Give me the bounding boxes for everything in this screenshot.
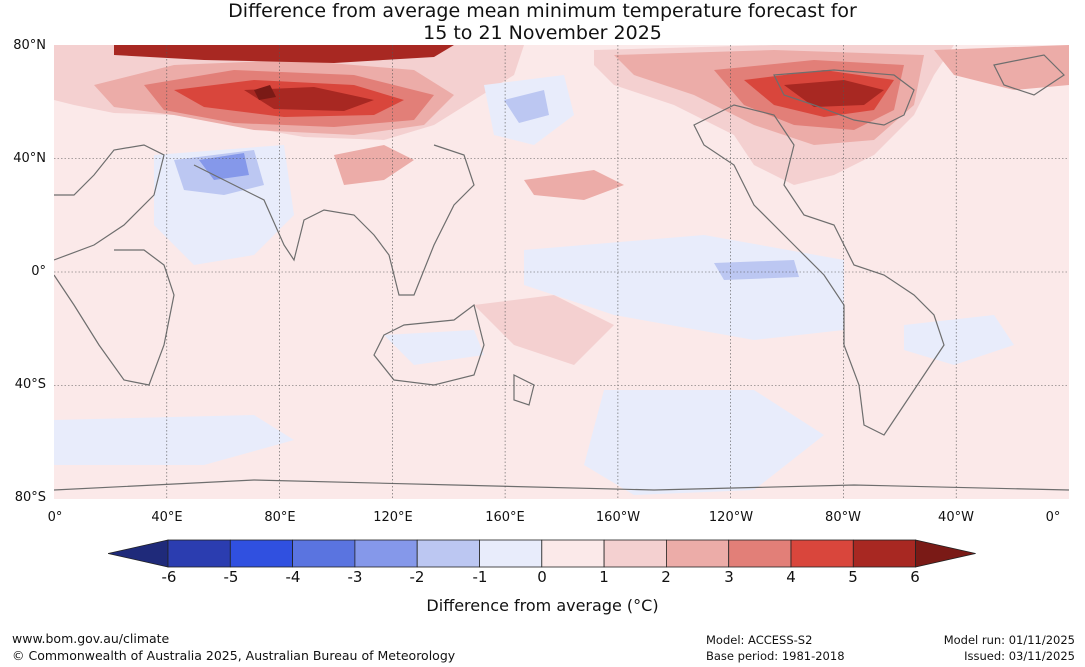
colorbar-segment bbox=[541, 539, 605, 568]
anomaly-region bbox=[384, 330, 484, 365]
anomaly-region bbox=[54, 415, 294, 465]
coastline bbox=[773, 69, 915, 126]
footer-url[interactable]: www.bom.gov.au/climate bbox=[12, 631, 170, 646]
lon-label-160e: 160°E bbox=[485, 510, 525, 525]
lon-label-120e: 120°E bbox=[373, 510, 413, 525]
lon-label-40w: 40°W bbox=[938, 510, 974, 525]
anomaly-region bbox=[334, 145, 414, 185]
map-graphic bbox=[54, 45, 1069, 499]
coastline bbox=[993, 54, 1065, 96]
lon-label-0-right: 0° bbox=[1045, 510, 1061, 525]
colorbar-tick: 4 bbox=[786, 568, 796, 586]
colorbar-segment bbox=[728, 539, 792, 568]
lat-label-40n: 40°N bbox=[13, 151, 46, 166]
colorbar-segment bbox=[167, 539, 231, 568]
footer-base-period: Base period: 1981-2018 bbox=[706, 649, 845, 663]
chart-title-line2: 15 to 21 November 2025 bbox=[423, 22, 662, 44]
colorbar-segment bbox=[416, 539, 480, 568]
lat-label-80n: 80°N bbox=[13, 38, 46, 53]
anomaly-region bbox=[784, 80, 884, 107]
colorbar-segment bbox=[852, 539, 916, 568]
coastline bbox=[373, 303, 485, 386]
anomaly-region bbox=[474, 295, 614, 365]
cool-anomaly-regions bbox=[54, 75, 1014, 495]
anomaly-region bbox=[504, 90, 549, 123]
lon-label-0: 0° bbox=[47, 510, 63, 525]
lon-label-160w: 160°W bbox=[595, 510, 641, 525]
colorbar-tick: -1 bbox=[472, 568, 488, 586]
lat-label-80s: 80°S bbox=[14, 490, 46, 505]
footer-issued: Issued: 03/11/2025 bbox=[964, 649, 1075, 663]
graticule bbox=[54, 45, 1069, 499]
coastline bbox=[54, 479, 1069, 491]
colorbar-segment bbox=[292, 539, 356, 568]
colorbar-tick: 6 bbox=[910, 568, 920, 586]
lon-label-120w: 120°W bbox=[708, 510, 754, 525]
anomaly-region bbox=[714, 260, 799, 280]
anomaly-region bbox=[584, 390, 824, 495]
colorbar-tick: -2 bbox=[409, 568, 425, 586]
colorbar-segment bbox=[479, 539, 543, 568]
anomaly-region bbox=[254, 85, 276, 100]
colorbar-tick: -3 bbox=[347, 568, 363, 586]
coastline bbox=[54, 249, 175, 386]
lon-label-80e: 80°E bbox=[264, 510, 296, 525]
colorbar-segment bbox=[354, 539, 418, 568]
colorbar-tick: 3 bbox=[724, 568, 734, 586]
colorbar-extension-high bbox=[915, 539, 976, 568]
colorbar-tick: -6 bbox=[161, 568, 177, 586]
colorbar-tick: -4 bbox=[285, 568, 301, 586]
colorbar-tick: 0 bbox=[537, 568, 547, 586]
coastline bbox=[193, 144, 475, 296]
footer-model: Model: ACCESS-S2 bbox=[706, 633, 813, 647]
anomaly-region bbox=[934, 45, 1069, 90]
temperature-anomaly-map bbox=[54, 45, 1069, 499]
colorbar-tick: -5 bbox=[223, 568, 239, 586]
coastline bbox=[54, 144, 165, 261]
colorbar-title: Difference from average (°C) bbox=[426, 596, 659, 615]
anomaly-region bbox=[114, 45, 454, 63]
colorbar-segment bbox=[229, 539, 294, 568]
colorbar bbox=[108, 539, 976, 568]
lat-label-0: 0° bbox=[31, 264, 46, 279]
footer-copyright: © Commonwealth of Australia 2025, Austra… bbox=[12, 648, 456, 663]
lon-label-80w: 80°W bbox=[825, 510, 861, 525]
colorbar-segment bbox=[790, 539, 854, 568]
colorbar-tick: 1 bbox=[599, 568, 609, 586]
colorbar-extension-low bbox=[108, 539, 169, 568]
colorbar-tick: 5 bbox=[848, 568, 858, 586]
lat-label-40s: 40°S bbox=[14, 377, 46, 392]
anomaly-region bbox=[524, 170, 624, 200]
colorbar-segment bbox=[603, 539, 667, 568]
lon-label-40e: 40°E bbox=[151, 510, 183, 525]
anomaly-region bbox=[904, 315, 1014, 365]
colorbar-segment bbox=[666, 539, 730, 568]
chart-title-line1: Difference from average mean minimum tem… bbox=[228, 0, 857, 22]
colorbar-tick: 2 bbox=[661, 568, 671, 586]
coastline bbox=[513, 374, 535, 406]
anomaly-region bbox=[244, 87, 374, 111]
footer-model-run: Model run: 01/11/2025 bbox=[943, 633, 1075, 647]
coastline bbox=[693, 104, 945, 436]
coastlines bbox=[54, 54, 1069, 491]
